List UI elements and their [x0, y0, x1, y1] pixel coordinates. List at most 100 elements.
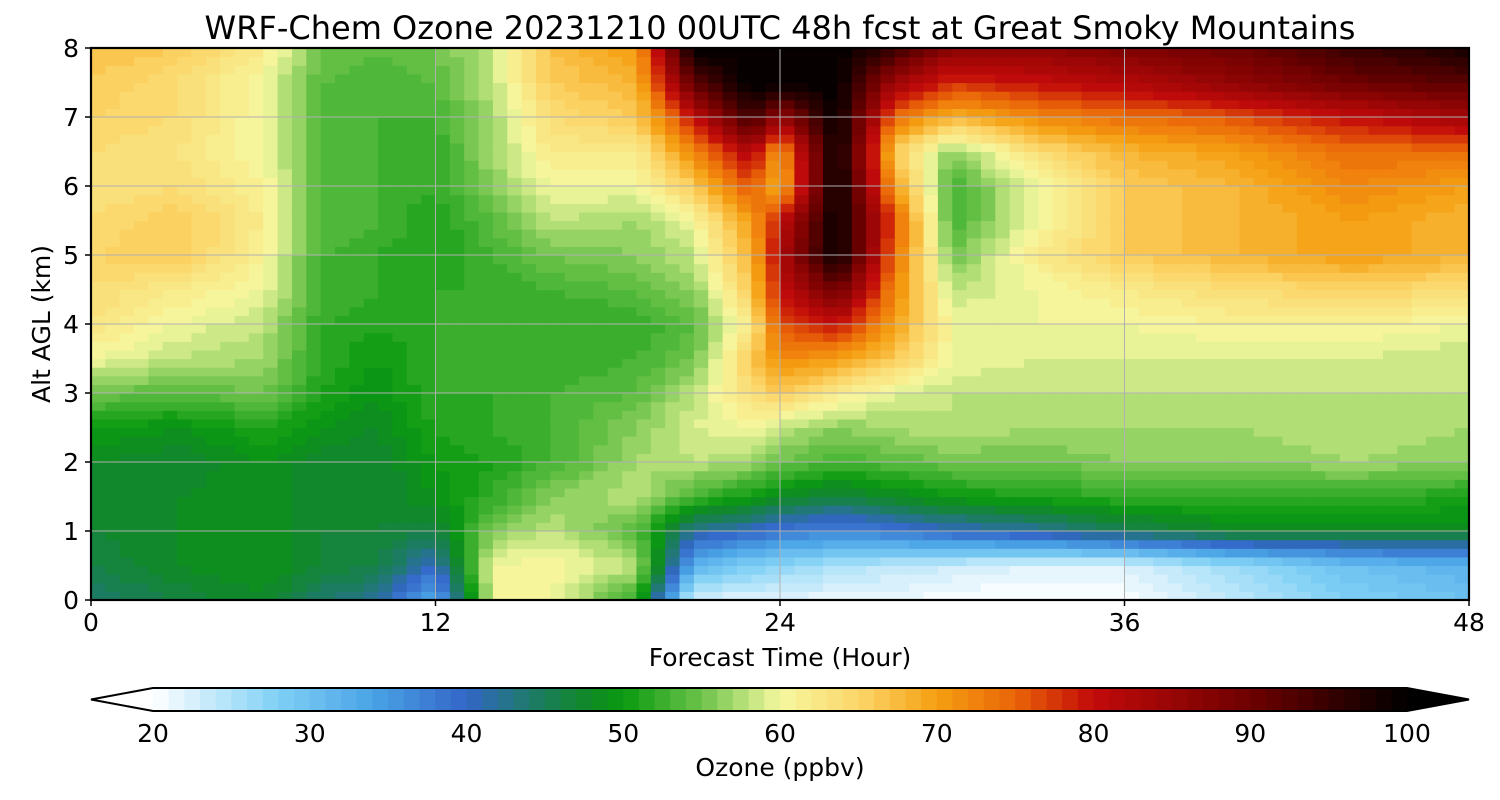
contour-cell [894, 556, 910, 567]
contour-cell [1397, 548, 1413, 558]
contour-cell [980, 358, 996, 368]
contour-cell [406, 505, 422, 515]
contour-cell [794, 151, 810, 161]
contour-cell [1253, 151, 1269, 161]
contour-cell [320, 384, 336, 394]
contour-cell [780, 203, 795, 213]
contour-cell [349, 548, 365, 558]
contour-cell [148, 427, 164, 437]
contour-cell [736, 315, 752, 325]
contour-cell [880, 375, 896, 385]
contour-cell [521, 375, 537, 385]
contour-cell [665, 237, 681, 247]
contour-cell [1138, 315, 1154, 325]
contour-cell [1038, 444, 1054, 454]
contour-cell [507, 358, 523, 368]
contour-cell [162, 505, 178, 515]
contour-cell [736, 358, 752, 368]
contour-cell [937, 470, 953, 480]
contour-cell [1296, 349, 1312, 360]
contour-cell [1153, 427, 1169, 437]
contour-cell [234, 349, 250, 360]
contour-cell [177, 298, 193, 308]
contour-cell [1268, 263, 1283, 273]
contour-cell [134, 177, 150, 187]
contour-cell [91, 272, 106, 282]
contour-cell [1440, 324, 1456, 334]
contour-cell [435, 565, 451, 575]
contour-cell [1138, 470, 1154, 480]
contour-cell [722, 177, 738, 187]
contour-cell [1397, 574, 1413, 584]
contour-cell [1224, 591, 1240, 600]
contour-cell [392, 168, 408, 178]
contour-cell [923, 444, 939, 454]
contour-cell [550, 531, 566, 541]
contour-cell [1268, 237, 1283, 247]
contour-cell [966, 194, 982, 204]
contour-cell [1024, 470, 1039, 480]
contour-cell [535, 556, 551, 567]
contour-cell [1110, 177, 1126, 187]
contour-cell [923, 255, 939, 265]
contour-cell [1224, 565, 1240, 575]
contour-cell [320, 341, 336, 351]
contour-cell [1167, 470, 1183, 480]
contour-cell [679, 539, 695, 549]
contour-cell [1052, 358, 1068, 368]
contour-cell [363, 315, 379, 325]
contour-cell [248, 393, 264, 403]
contour-cell [535, 332, 551, 342]
contour-cell [722, 341, 738, 351]
contour-cell [837, 367, 853, 377]
contour-cell [220, 229, 236, 239]
contour-cell [880, 298, 896, 308]
contour-cell [622, 229, 638, 239]
contour-cell [148, 255, 164, 265]
contour-cell [478, 332, 494, 342]
contour-cell [751, 427, 767, 437]
contour-cell [478, 168, 494, 178]
contour-cell [320, 211, 336, 222]
contour-cell [636, 393, 652, 403]
contour-cell [808, 410, 824, 420]
contour-cell [593, 186, 609, 196]
contour-cell [1138, 591, 1154, 600]
contour-cell [162, 427, 178, 437]
contour-cell [1425, 453, 1441, 463]
contour-cell [736, 539, 752, 549]
contour-cell [1368, 194, 1384, 204]
contour-cell [464, 272, 480, 282]
contour-cell [1124, 444, 1140, 454]
contour-cell [564, 263, 580, 273]
contour-cell [837, 177, 853, 187]
contour-cell [449, 315, 465, 325]
contour-cell [1382, 306, 1398, 316]
contour-cell [564, 565, 580, 575]
contour-cell [449, 255, 465, 265]
contour-cell [1268, 367, 1283, 377]
contour-cell [693, 324, 709, 334]
contour-cell [1411, 151, 1427, 161]
contour-cell [1181, 384, 1197, 394]
contour-cell [823, 246, 839, 256]
contour-cell [1311, 393, 1327, 403]
contour-cell [105, 582, 121, 592]
contour-cell [148, 418, 164, 429]
contour-cell [1296, 591, 1312, 600]
contour-cell [277, 237, 293, 247]
contour-cell [995, 453, 1011, 463]
contour-cell [722, 306, 738, 316]
contour-cell [909, 591, 925, 600]
contour-cell [579, 496, 594, 506]
contour-cell [91, 255, 106, 265]
contour-cell [866, 186, 882, 196]
contour-cell [205, 513, 221, 523]
contour-cell [148, 203, 164, 213]
contour-cell [421, 565, 437, 575]
contour-cell [478, 591, 494, 600]
contour-cell [765, 160, 781, 170]
contour-cell [823, 375, 839, 385]
contour-cell [851, 436, 867, 446]
contour-cell [564, 453, 580, 463]
